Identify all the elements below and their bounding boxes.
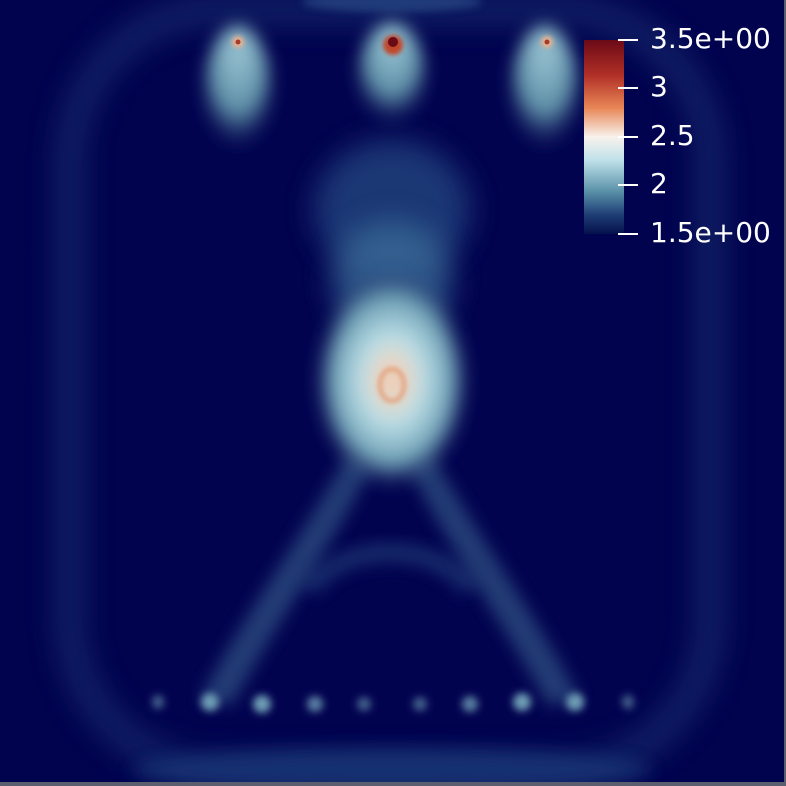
legend-tick-label: 2: [650, 167, 668, 200]
bottom-source: [152, 695, 164, 709]
legend-tick-label: 3: [650, 70, 668, 103]
plume-leg-right: [410, 450, 580, 705]
bottom-source: [566, 693, 584, 711]
legend-min-label: 1.5e+00: [650, 216, 771, 249]
jet-right: [511, 25, 579, 165]
legend-tick: [618, 136, 638, 138]
color-legend-bar: [584, 40, 624, 234]
legend-tick: [618, 233, 638, 235]
legend-max-label: 3.5e+00: [650, 22, 771, 55]
plume-leg-left: [200, 450, 370, 705]
jet-center-tip-core: [388, 37, 398, 47]
plume-arch: [302, 543, 478, 596]
legend-tick: [618, 87, 638, 89]
bottom-source: [513, 693, 531, 711]
bottom-arc: [132, 748, 652, 782]
bottom-source: [253, 695, 271, 713]
bottom-source: [413, 697, 427, 711]
jet-left: [204, 25, 272, 165]
plume-core-center: [377, 366, 407, 404]
jet-left-tip-core: [235, 39, 241, 45]
jet-center: [358, 22, 426, 138]
bottom-sources: [152, 693, 634, 713]
bottom-source: [462, 696, 478, 712]
legend-tick-label: 2.5: [650, 119, 695, 152]
legend-tick: [618, 39, 638, 41]
jet-right-tip-core: [544, 39, 550, 45]
bottom-source: [307, 696, 323, 712]
plume-core: [312, 270, 472, 490]
bottom-source: [357, 697, 371, 711]
top-arc: [302, 0, 482, 12]
legend-tick: [618, 184, 638, 186]
bottom-source: [622, 695, 634, 709]
bottom-source: [201, 693, 219, 711]
